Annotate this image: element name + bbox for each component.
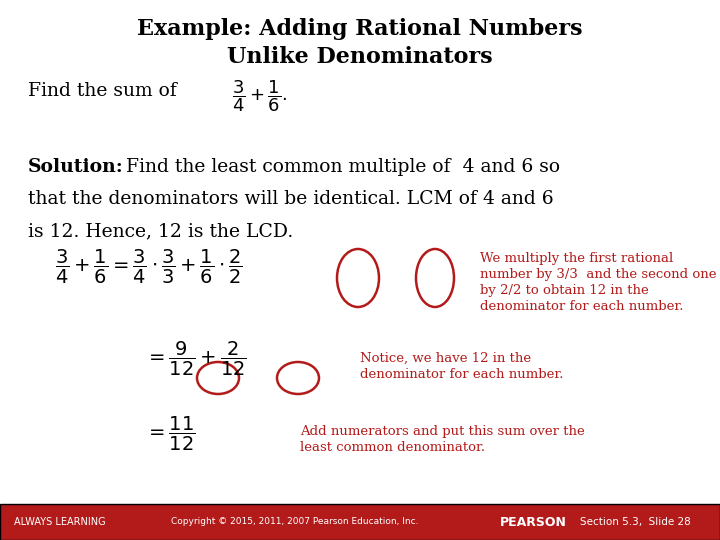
Text: Add numerators and put this sum over the: Add numerators and put this sum over the: [300, 425, 585, 438]
Text: Find the least common multiple of  4 and 6 so: Find the least common multiple of 4 and …: [120, 158, 560, 176]
Text: Solution:: Solution:: [28, 158, 124, 176]
Text: Find the sum of: Find the sum of: [28, 82, 176, 100]
Text: ALWAYS LEARNING: ALWAYS LEARNING: [14, 517, 106, 527]
Text: denominator for each number.: denominator for each number.: [360, 368, 564, 381]
Text: is 12. Hence, 12 is the LCD.: is 12. Hence, 12 is the LCD.: [28, 222, 293, 240]
Text: $=\dfrac{9}{12}+\dfrac{2}{12}$: $=\dfrac{9}{12}+\dfrac{2}{12}$: [145, 340, 247, 378]
FancyBboxPatch shape: [0, 504, 720, 540]
Text: We multiply the first rational: We multiply the first rational: [480, 252, 673, 265]
Text: Notice, we have 12 in the: Notice, we have 12 in the: [360, 352, 531, 365]
Text: that the denominators will be identical. LCM of 4 and 6: that the denominators will be identical.…: [28, 190, 554, 208]
Text: $\dfrac{3}{4}+\dfrac{1}{6}.$: $\dfrac{3}{4}+\dfrac{1}{6}.$: [232, 78, 287, 113]
Text: $=\dfrac{11}{12}$: $=\dfrac{11}{12}$: [145, 415, 196, 453]
Text: Copyright © 2015, 2011, 2007 Pearson Education, Inc.: Copyright © 2015, 2011, 2007 Pearson Edu…: [171, 517, 419, 526]
Text: number by 3/3  and the second one: number by 3/3 and the second one: [480, 268, 716, 281]
Text: Section 5.3,  Slide 28: Section 5.3, Slide 28: [580, 517, 690, 527]
Text: denominator for each number.: denominator for each number.: [480, 300, 683, 313]
Text: PEARSON: PEARSON: [500, 516, 567, 529]
Text: least common denominator.: least common denominator.: [300, 441, 485, 454]
Text: Unlike Denominators: Unlike Denominators: [228, 46, 492, 68]
Text: Example: Adding Rational Numbers: Example: Adding Rational Numbers: [138, 18, 582, 40]
Text: by 2/2 to obtain 12 in the: by 2/2 to obtain 12 in the: [480, 284, 649, 297]
Text: $\dfrac{3}{4}+\dfrac{1}{6}=\dfrac{3}{4}\cdot\dfrac{3}{3}+\dfrac{1}{6}\cdot\dfrac: $\dfrac{3}{4}+\dfrac{1}{6}=\dfrac{3}{4}\…: [55, 248, 243, 286]
